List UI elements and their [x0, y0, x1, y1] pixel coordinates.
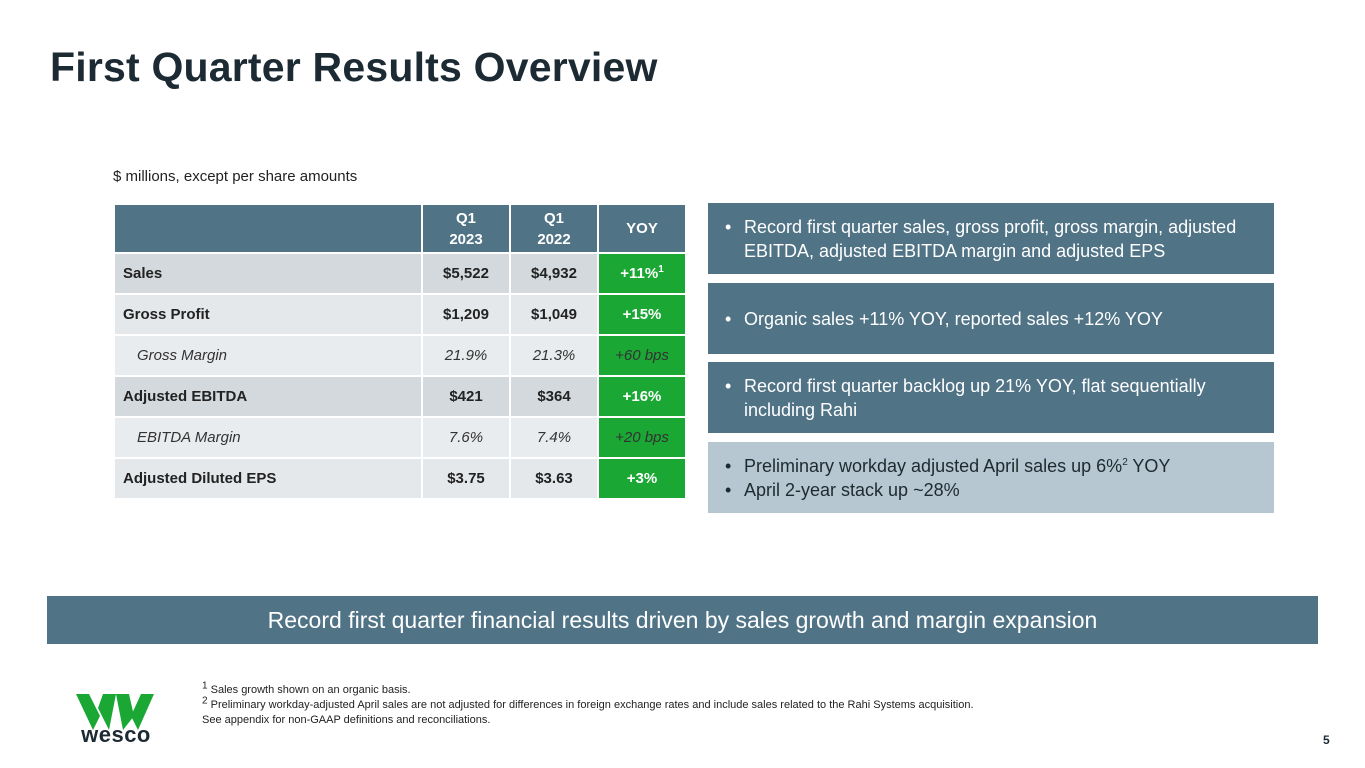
highlight-text: Record first quarter backlog up 21% YOY,… [744, 375, 1206, 420]
value-q1-2023: $1,209 [421, 293, 511, 336]
footnote-2: 2 Preliminary workday-adjusted April sal… [202, 695, 974, 711]
header-blank-cell [113, 203, 423, 254]
value-q1-2023: 7.6% [421, 416, 511, 459]
highlight-panel-backlog: • Record first quarter backlog up 21% YOY… [708, 362, 1274, 433]
value-yoy: +16% [597, 375, 687, 418]
bullet-icon: • [725, 455, 732, 476]
value-q1-2022: $3.63 [509, 457, 599, 500]
footnotes: 1 Sales growth shown on an organic basis… [202, 680, 974, 728]
value-q1-2022: $4,932 [509, 252, 599, 295]
value-yoy: +11%1 [597, 252, 687, 295]
wesco-logo-text: wesco [81, 722, 151, 747]
page-title: First Quarter Results Overview [50, 44, 658, 90]
key-takeaway-banner: Record first quarter financial results d… [47, 596, 1318, 644]
value-q1-2022: $1,049 [509, 293, 599, 336]
highlight-text: April 2-year stack up ~28% [744, 479, 960, 500]
row-label: Gross Margin [113, 334, 423, 377]
row-label: EBITDA Margin [113, 416, 423, 459]
row-label: Sales [113, 252, 423, 295]
value-q1-2022: 7.4% [509, 416, 599, 459]
row-label: Adjusted Diluted EPS [113, 457, 423, 500]
header-q1-2023: Q1 2023 [421, 203, 511, 254]
footnote-appendix: See appendix for non-GAAP definitions an… [202, 714, 491, 726]
bullet-icon: • [725, 216, 732, 237]
highlight-text: Preliminary workday adjusted April sales… [744, 455, 1171, 476]
table-row: EBITDA Margin 7.6% 7.4% +20 bps [113, 416, 687, 459]
table-row: Sales $5,522 $4,932 +11%1 [113, 252, 687, 295]
bullet-icon: • [725, 308, 732, 329]
wesco-logo-icon [76, 694, 154, 730]
value-q1-2022: $364 [509, 375, 599, 418]
value-yoy: +15% [597, 293, 687, 336]
value-yoy: +20 bps [597, 416, 687, 459]
value-q1-2023: 21.9% [421, 334, 511, 377]
row-label: Gross Profit [113, 293, 423, 336]
table-row: Adjusted EBITDA $421 $364 +16% [113, 375, 687, 418]
table-row: Gross Margin 21.9% 21.3% +60 bps [113, 334, 687, 377]
highlight-text: Record first quarter sales, gross profit… [744, 216, 1237, 261]
header-yoy: YOY [597, 203, 687, 254]
results-table: Q1 2023 Q1 2022 YOY Sales $5,522 $4,932 +1… [113, 203, 687, 500]
value-yoy: +60 bps [597, 334, 687, 377]
units-note: $ millions, except per share amounts [113, 168, 358, 185]
value-q1-2023: $3.75 [421, 457, 511, 500]
value-q1-2023: $421 [421, 375, 511, 418]
highlight-panel-april-sales: • Preliminary workday adjusted April sale… [708, 442, 1274, 513]
header-q1-2022: Q1 2022 [509, 203, 599, 254]
table-row: Adjusted Diluted EPS $3.75 $3.63 +3% [113, 457, 687, 500]
row-label: Adjusted EBITDA [113, 375, 423, 418]
highlight-panel-organic-sales: • Organic sales +11% YOY, reported sales … [708, 283, 1274, 354]
bullet-icon: • [725, 479, 732, 500]
page-number: 5 [1323, 733, 1330, 747]
value-yoy: +3% [597, 457, 687, 500]
footnote-1: 1 Sales growth shown on an organic basis… [202, 680, 411, 696]
highlight-panel-record-results: • Record first quarter sales, gross profi… [708, 203, 1274, 274]
value-q1-2022: 21.3% [509, 334, 599, 377]
table-header-row: Q1 2023 Q1 2022 YOY [113, 203, 687, 254]
bullet-icon: • [725, 375, 732, 396]
table-row: Gross Profit $1,209 $1,049 +15% [113, 293, 687, 336]
highlight-text: Organic sales +11% YOY, reported sales +… [744, 308, 1163, 329]
value-q1-2023: $5,522 [421, 252, 511, 295]
